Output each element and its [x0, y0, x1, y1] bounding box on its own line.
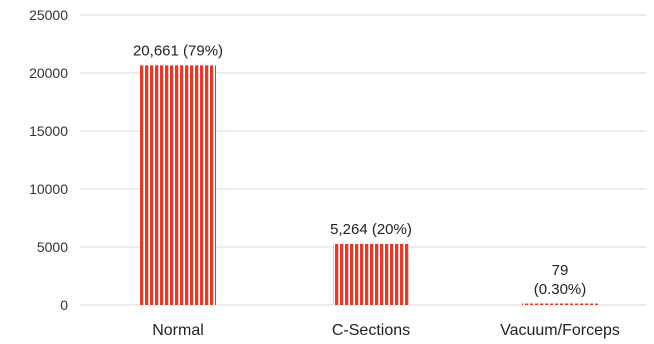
y-tick-label: 5000 [37, 239, 68, 255]
y-tick-label: 0 [60, 297, 68, 313]
data-label: 5,264 (20%) [330, 221, 412, 238]
y-tick-label: 10000 [29, 181, 68, 197]
data-label: (0.30%) [534, 281, 587, 298]
x-axis-categories: Normal C-Sections Vacuum/Forceps [152, 322, 620, 339]
y-tick-label: 20000 [29, 65, 68, 81]
category-label: Normal [152, 322, 204, 339]
y-tick-label: 15000 [29, 123, 68, 139]
category-label: Vacuum/Forceps [500, 322, 620, 339]
bar-c-sections [333, 243, 409, 305]
data-label: 79 [552, 262, 569, 279]
bar-vacuum-forceps [522, 303, 598, 305]
y-axis-ticks: 0 5000 10000 15000 20000 25000 [29, 7, 68, 313]
data-label: 20,661 (79%) [133, 42, 223, 59]
category-label: C-Sections [332, 322, 410, 339]
bars [140, 65, 598, 305]
bar-normal [140, 65, 216, 305]
data-labels: 20,661 (79%) 5,264 (20%) 79 (0.30%) [133, 42, 586, 298]
y-tick-label: 25000 [29, 7, 68, 23]
